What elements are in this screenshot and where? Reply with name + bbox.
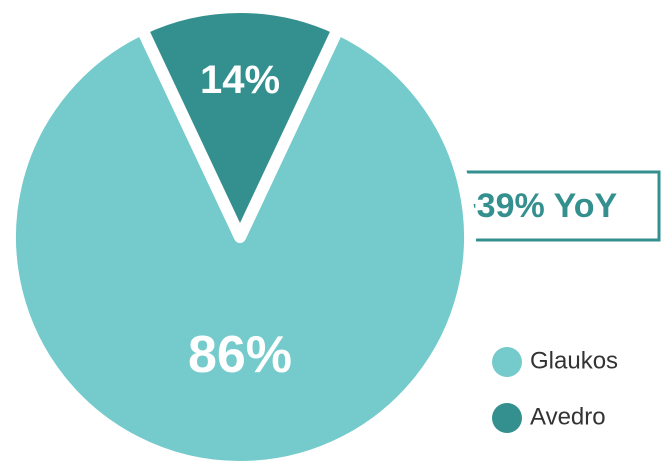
legend-label: Glaukos: [530, 347, 618, 374]
legend-label: Avedro: [530, 403, 606, 430]
legend-swatch: [492, 403, 522, 433]
annotation: +39% YoY: [457, 187, 618, 225]
pie-slice: [136, 1, 344, 243]
slice-label: 86%: [188, 326, 292, 384]
legend-swatch: [492, 347, 522, 377]
slice-label: 14%: [200, 58, 280, 102]
